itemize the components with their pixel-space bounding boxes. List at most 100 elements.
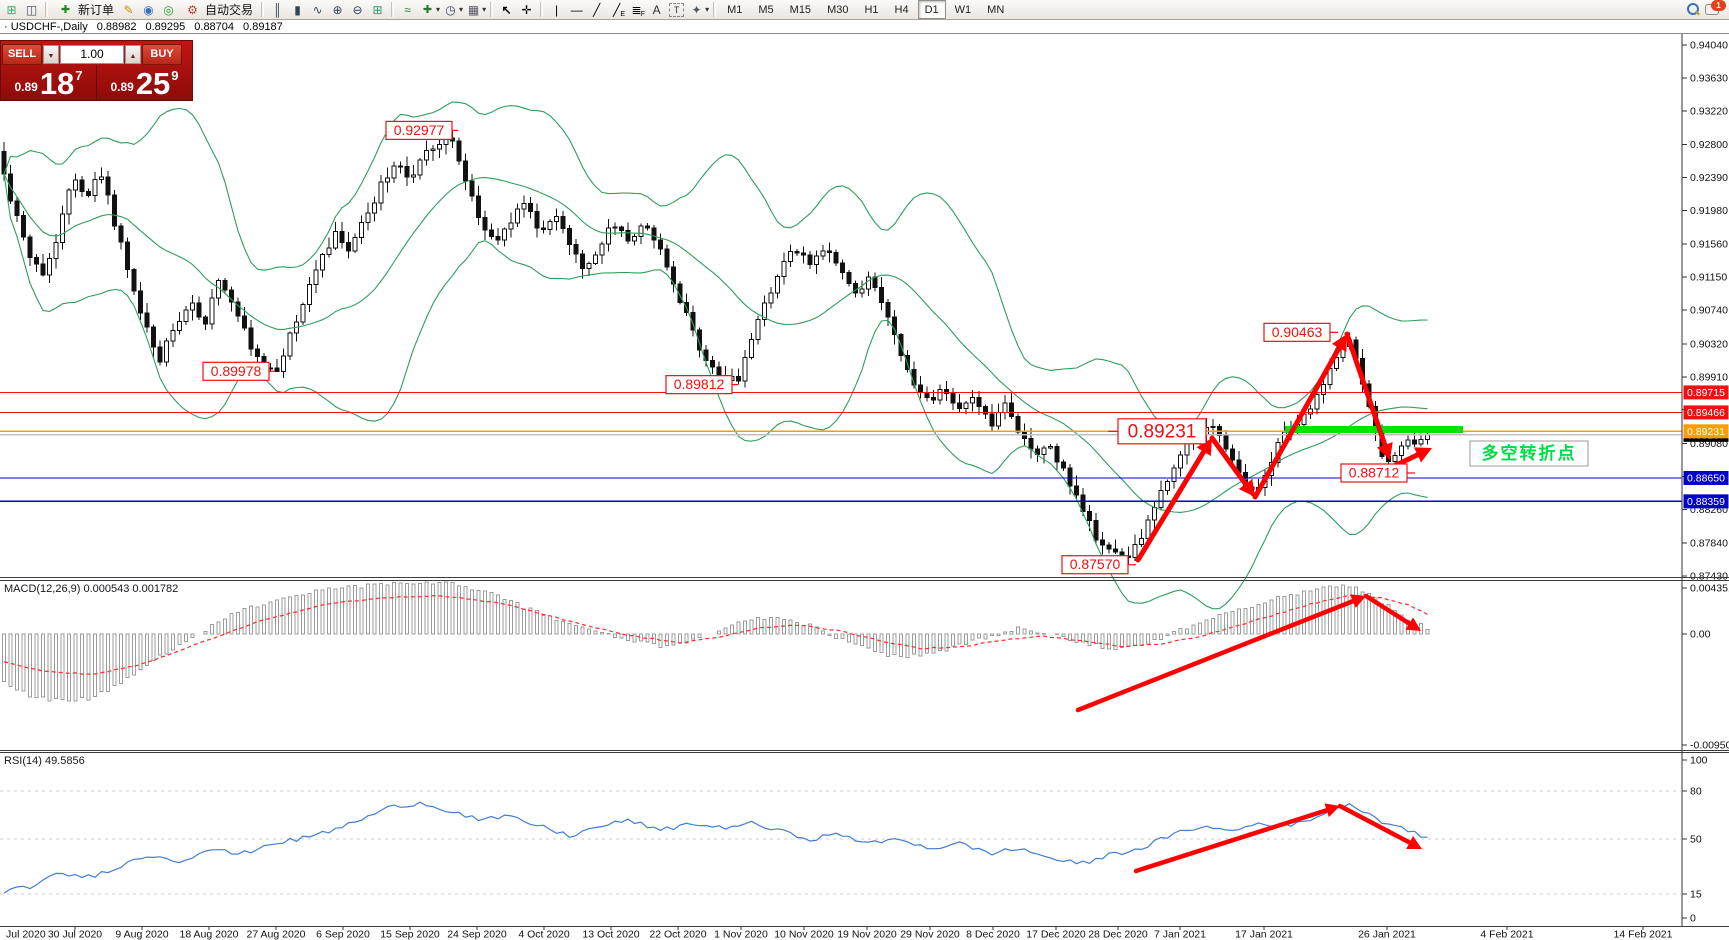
zoom-out-icon[interactable]: [348, 1, 367, 18]
shapes-tool-icon[interactable]: [687, 1, 706, 18]
date-label[interactable]: 29 Nov 2020: [900, 929, 960, 940]
macd-histogram-bar: [1113, 633, 1118, 651]
macd-histogram-bar: [976, 633, 982, 639]
new-chart-icon[interactable]: [2, 1, 21, 18]
macd-histogram-bar: [736, 621, 741, 635]
cursor-icon[interactable]: [497, 1, 516, 18]
date-label[interactable]: 30 Jul 2020: [48, 929, 102, 940]
trend-arrow[interactable]: [1252, 334, 1347, 500]
text-tool-icon[interactable]: [647, 1, 666, 18]
tile-windows-icon[interactable]: [368, 1, 387, 18]
date-label[interactable]: 14 Feb 2021: [1614, 929, 1673, 940]
trendline-tool-icon[interactable]: [587, 1, 606, 18]
chevron-down-icon[interactable]: ▾: [459, 5, 464, 14]
metaeditor-icon[interactable]: [119, 1, 138, 18]
price-callout-0.87570[interactable]: 0.87570: [1061, 555, 1136, 575]
channel-tool-icon[interactable]: [607, 1, 626, 18]
date-label[interactable]: 27 Aug 2020: [247, 929, 306, 940]
date-label[interactable]: 17 Dec 2020: [1026, 929, 1086, 940]
rsi-trend-arrow[interactable]: [1133, 803, 1340, 874]
label-tool-icon[interactable]: T: [669, 2, 685, 17]
macd-histogram-bar: [573, 624, 579, 635]
timeframe-M1[interactable]: M1: [727, 3, 743, 16]
date-label[interactable]: 19 Nov 2020: [837, 929, 897, 940]
trend-arrow[interactable]: [1209, 435, 1255, 497]
macd-histogram-bar: [307, 593, 312, 635]
bar-chart-icon[interactable]: [268, 1, 287, 18]
crosshair-icon[interactable]: [517, 1, 536, 18]
timeframe-D1[interactable]: D1: [917, 0, 946, 19]
date-label[interactable]: 24 Sep 2020: [447, 929, 507, 940]
date-label[interactable]: 10 Nov 2020: [774, 929, 834, 940]
date-label[interactable]: 26 Jan 2021: [1358, 929, 1416, 940]
notifications-icon[interactable]: 1: [1703, 0, 1726, 18]
template-icon[interactable]: [464, 1, 483, 18]
signals-icon[interactable]: [159, 1, 178, 18]
buy-button[interactable]: BUY: [142, 43, 182, 65]
macd-histogram-bar: [833, 633, 839, 640]
date-label[interactable]: 9 Aug 2020: [115, 929, 168, 940]
trend-arrow[interactable]: [1135, 438, 1212, 563]
search-icon[interactable]: [1684, 1, 1702, 18]
vertical-line-tool-icon[interactable]: [547, 1, 566, 18]
annotation-turning-point[interactable]: 多空转折点: [1469, 440, 1589, 467]
support-zone-highlight[interactable]: [1285, 426, 1463, 433]
buy-price[interactable]: 0.89 25 9: [96, 65, 192, 100]
timeframe-M30[interactable]: M30: [827, 3, 849, 16]
date-label[interactable]: 4 Oct 2020: [518, 929, 570, 940]
macd-trend-arrow[interactable]: [1075, 594, 1366, 713]
price-callout-0.90463[interactable]: 0.90463: [1263, 322, 1338, 342]
volume-input[interactable]: 1.00: [60, 44, 124, 64]
date-label[interactable]: 28 Dec 2020: [1088, 929, 1148, 940]
macd-histogram-bar: [560, 620, 566, 635]
data-window-icon[interactable]: [22, 1, 41, 18]
fibonacci-tool-icon[interactable]: [627, 1, 646, 18]
date-label[interactable]: 6 Sep 2020: [316, 929, 370, 940]
indicators-icon[interactable]: [398, 1, 417, 18]
candlestick-chart-icon[interactable]: [288, 1, 307, 18]
chevron-down-icon[interactable]: ▾: [705, 5, 710, 14]
period-clock-icon[interactable]: [441, 1, 460, 18]
timeframe-H4[interactable]: H4: [894, 3, 909, 16]
date-label[interactable]: 18 Aug 2020: [180, 929, 239, 940]
macd-histogram-bar: [846, 633, 852, 643]
macd-trend-arrow[interactable]: [1363, 593, 1421, 631]
date-label[interactable]: 15 Sep 2020: [380, 929, 440, 940]
date-label[interactable]: 17 Jan 2021: [1235, 929, 1293, 940]
date-label[interactable]: Jul 2020: [6, 929, 46, 940]
date-label[interactable]: 4 Feb 2021: [1480, 929, 1533, 940]
price-callout-0.88712[interactable]: 0.88712: [1340, 463, 1415, 483]
date-label[interactable]: 8 Dec 2020: [966, 929, 1020, 940]
zoom-in-icon[interactable]: [328, 1, 347, 18]
sell-price[interactable]: 0.89 18 7: [1, 65, 96, 100]
rsi-trend-arrow[interactable]: [1337, 803, 1422, 849]
date-label[interactable]: 7 Jan 2021: [1154, 929, 1206, 940]
timeframe-W1[interactable]: W1: [954, 3, 972, 16]
price-callout-0.89812[interactable]: 0.89812: [665, 375, 738, 395]
timeframe-M15[interactable]: M15: [789, 3, 812, 16]
chevron-down-icon[interactable]: ▾: [436, 5, 441, 14]
macd-histogram-bar: [853, 633, 858, 645]
timeframe-MN[interactable]: MN: [987, 3, 1005, 16]
chevron-down-icon[interactable]: ▾: [482, 5, 487, 14]
trend-arrow[interactable]: [1344, 331, 1393, 460]
volume-increase-button[interactable]: [125, 44, 141, 64]
date-label[interactable]: 22 Oct 2020: [649, 929, 706, 940]
price-callout-0.92977[interactable]: 0.92977: [385, 120, 458, 140]
price-callout-0.89231[interactable]: 0.89231: [1108, 418, 1207, 445]
horizontal-line-tool-icon[interactable]: [567, 1, 586, 18]
volume-decrease-button[interactable]: [43, 44, 59, 64]
date-label[interactable]: 1 Nov 2020: [714, 929, 768, 940]
svg-text:0.92977: 0.92977: [394, 122, 445, 138]
sell-button[interactable]: SELL: [2, 43, 42, 65]
new-order-button[interactable]: 新订单: [52, 1, 118, 18]
date-label[interactable]: 13 Oct 2020: [582, 929, 639, 940]
timeframe-H1[interactable]: H1: [864, 3, 879, 16]
community-icon[interactable]: [139, 1, 158, 18]
timeframe-M5[interactable]: M5: [758, 3, 774, 16]
price-callout-0.89978[interactable]: 0.89978: [202, 361, 275, 381]
autotrade-button[interactable]: 自动交易: [179, 1, 257, 18]
add-indicator-icon[interactable]: [418, 1, 437, 18]
line-chart-icon[interactable]: [308, 1, 327, 18]
